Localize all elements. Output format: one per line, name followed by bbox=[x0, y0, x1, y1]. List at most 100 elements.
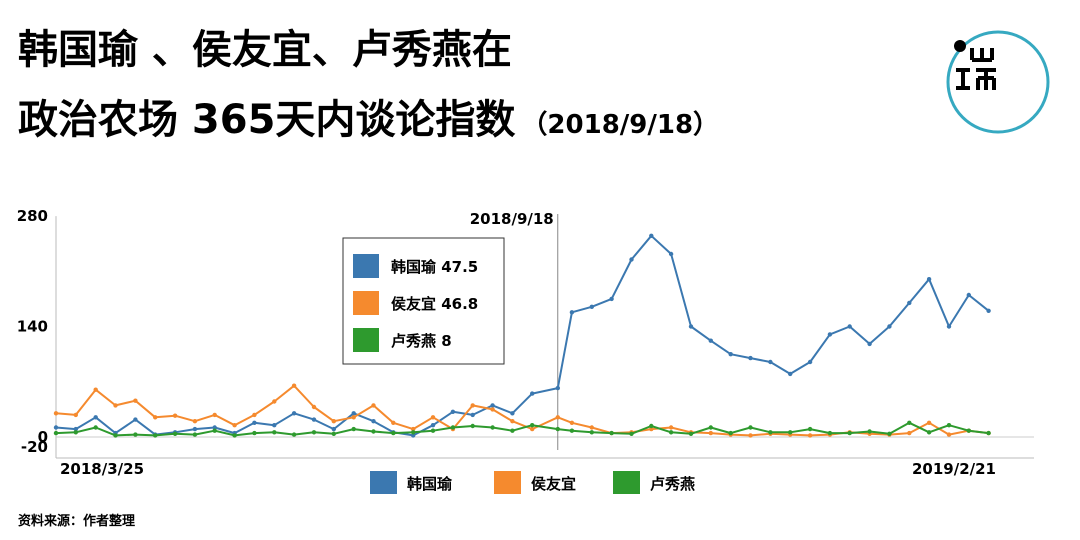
data-point bbox=[430, 415, 436, 420]
info-swatch bbox=[353, 328, 379, 352]
data-point bbox=[807, 426, 813, 432]
data-point bbox=[470, 403, 475, 408]
event-marker-label: 2018/9/18 bbox=[470, 210, 554, 228]
data-point bbox=[986, 308, 991, 313]
data-point bbox=[232, 433, 237, 438]
data-point bbox=[530, 426, 535, 432]
legend-swatch bbox=[613, 471, 640, 494]
data-point bbox=[946, 324, 952, 329]
data-point bbox=[688, 324, 694, 329]
source-note: 资料来源：作者整理 bbox=[18, 514, 136, 529]
x-tick-label: 2019/2/21 bbox=[912, 460, 996, 478]
legend-label: 卢秀燕 bbox=[650, 475, 695, 493]
data-point bbox=[847, 430, 852, 436]
data-point bbox=[291, 432, 297, 437]
data-point bbox=[113, 433, 118, 438]
data-point bbox=[371, 429, 376, 434]
data-point bbox=[649, 233, 654, 238]
data-point bbox=[555, 426, 560, 432]
data-point bbox=[53, 411, 59, 416]
data-point bbox=[391, 430, 396, 436]
data-point bbox=[569, 420, 575, 425]
data-point bbox=[629, 431, 634, 436]
data-point bbox=[708, 338, 713, 343]
data-point bbox=[867, 341, 872, 347]
data-point bbox=[708, 425, 713, 430]
data-point bbox=[172, 413, 178, 418]
data-point bbox=[311, 417, 317, 422]
data-point bbox=[490, 407, 495, 412]
data-point bbox=[73, 430, 79, 435]
y-tick-label: -20 bbox=[21, 438, 48, 456]
data-point bbox=[788, 430, 793, 435]
data-point bbox=[192, 432, 198, 437]
data-point bbox=[649, 423, 654, 429]
data-point bbox=[827, 430, 833, 436]
data-point bbox=[748, 425, 753, 430]
data-point bbox=[113, 403, 118, 408]
data-point bbox=[331, 431, 336, 436]
data-point bbox=[490, 403, 495, 408]
data-point bbox=[351, 415, 356, 420]
chart-area: 280 140 0-20 2018/3/25 2019/2/21 2018/9/18 韩国… bbox=[17, 207, 1034, 494]
data-point bbox=[649, 426, 654, 432]
data-point bbox=[450, 425, 456, 430]
data-point bbox=[192, 419, 198, 424]
legend-label: 韩国瑜 bbox=[407, 475, 453, 493]
data-point bbox=[926, 430, 932, 435]
series-line-1 bbox=[55, 384, 989, 437]
series-line-2 bbox=[55, 421, 989, 437]
data-point bbox=[827, 332, 833, 337]
data-point bbox=[470, 412, 475, 418]
data-point bbox=[212, 428, 217, 433]
data-point bbox=[212, 412, 217, 418]
data-point bbox=[411, 433, 416, 438]
data-point bbox=[371, 419, 376, 424]
chart-title-main: 政治农场 365天内谈论指数 bbox=[18, 97, 516, 143]
data-point bbox=[589, 304, 594, 309]
data-point bbox=[93, 387, 98, 392]
info-label: 侯友宜 46.8 bbox=[391, 295, 478, 313]
data-point bbox=[748, 355, 753, 361]
data-point bbox=[708, 430, 713, 436]
data-point bbox=[212, 425, 217, 430]
data-point bbox=[272, 399, 277, 404]
data-point bbox=[907, 420, 912, 425]
data-point bbox=[867, 429, 872, 434]
data-point bbox=[907, 430, 912, 436]
data-point bbox=[807, 359, 813, 365]
data-point bbox=[430, 423, 436, 428]
data-point bbox=[291, 411, 297, 416]
x-tick-label: 2018/3/25 bbox=[60, 460, 144, 478]
data-point bbox=[946, 423, 952, 428]
data-point bbox=[530, 423, 535, 428]
data-point bbox=[768, 359, 773, 365]
data-point bbox=[450, 409, 456, 414]
data-point bbox=[252, 430, 257, 436]
data-point bbox=[53, 430, 59, 436]
data-point bbox=[847, 324, 852, 329]
chart-title-line-1: 韩国瑜 、侯友宜、卢秀燕在 bbox=[18, 27, 512, 73]
y-tick-label: 280 bbox=[17, 207, 48, 225]
info-swatch bbox=[353, 254, 379, 278]
data-point bbox=[490, 425, 495, 430]
data-point bbox=[609, 430, 614, 436]
data-point bbox=[172, 431, 178, 436]
brand-logo-icon bbox=[946, 30, 1050, 134]
data-point bbox=[351, 426, 356, 432]
data-point bbox=[589, 430, 594, 435]
data-point bbox=[688, 431, 694, 436]
data-point bbox=[272, 423, 277, 428]
info-label: 韩国瑜 47.5 bbox=[391, 258, 478, 276]
data-point bbox=[926, 277, 932, 282]
data-point bbox=[371, 403, 376, 408]
data-point bbox=[93, 415, 98, 420]
data-point bbox=[73, 412, 79, 418]
data-point bbox=[53, 425, 59, 430]
data-point bbox=[966, 428, 971, 433]
legend-swatch bbox=[494, 471, 521, 494]
data-point bbox=[907, 300, 912, 306]
data-point bbox=[629, 257, 634, 262]
data-point bbox=[510, 419, 515, 424]
data-point bbox=[93, 425, 98, 430]
